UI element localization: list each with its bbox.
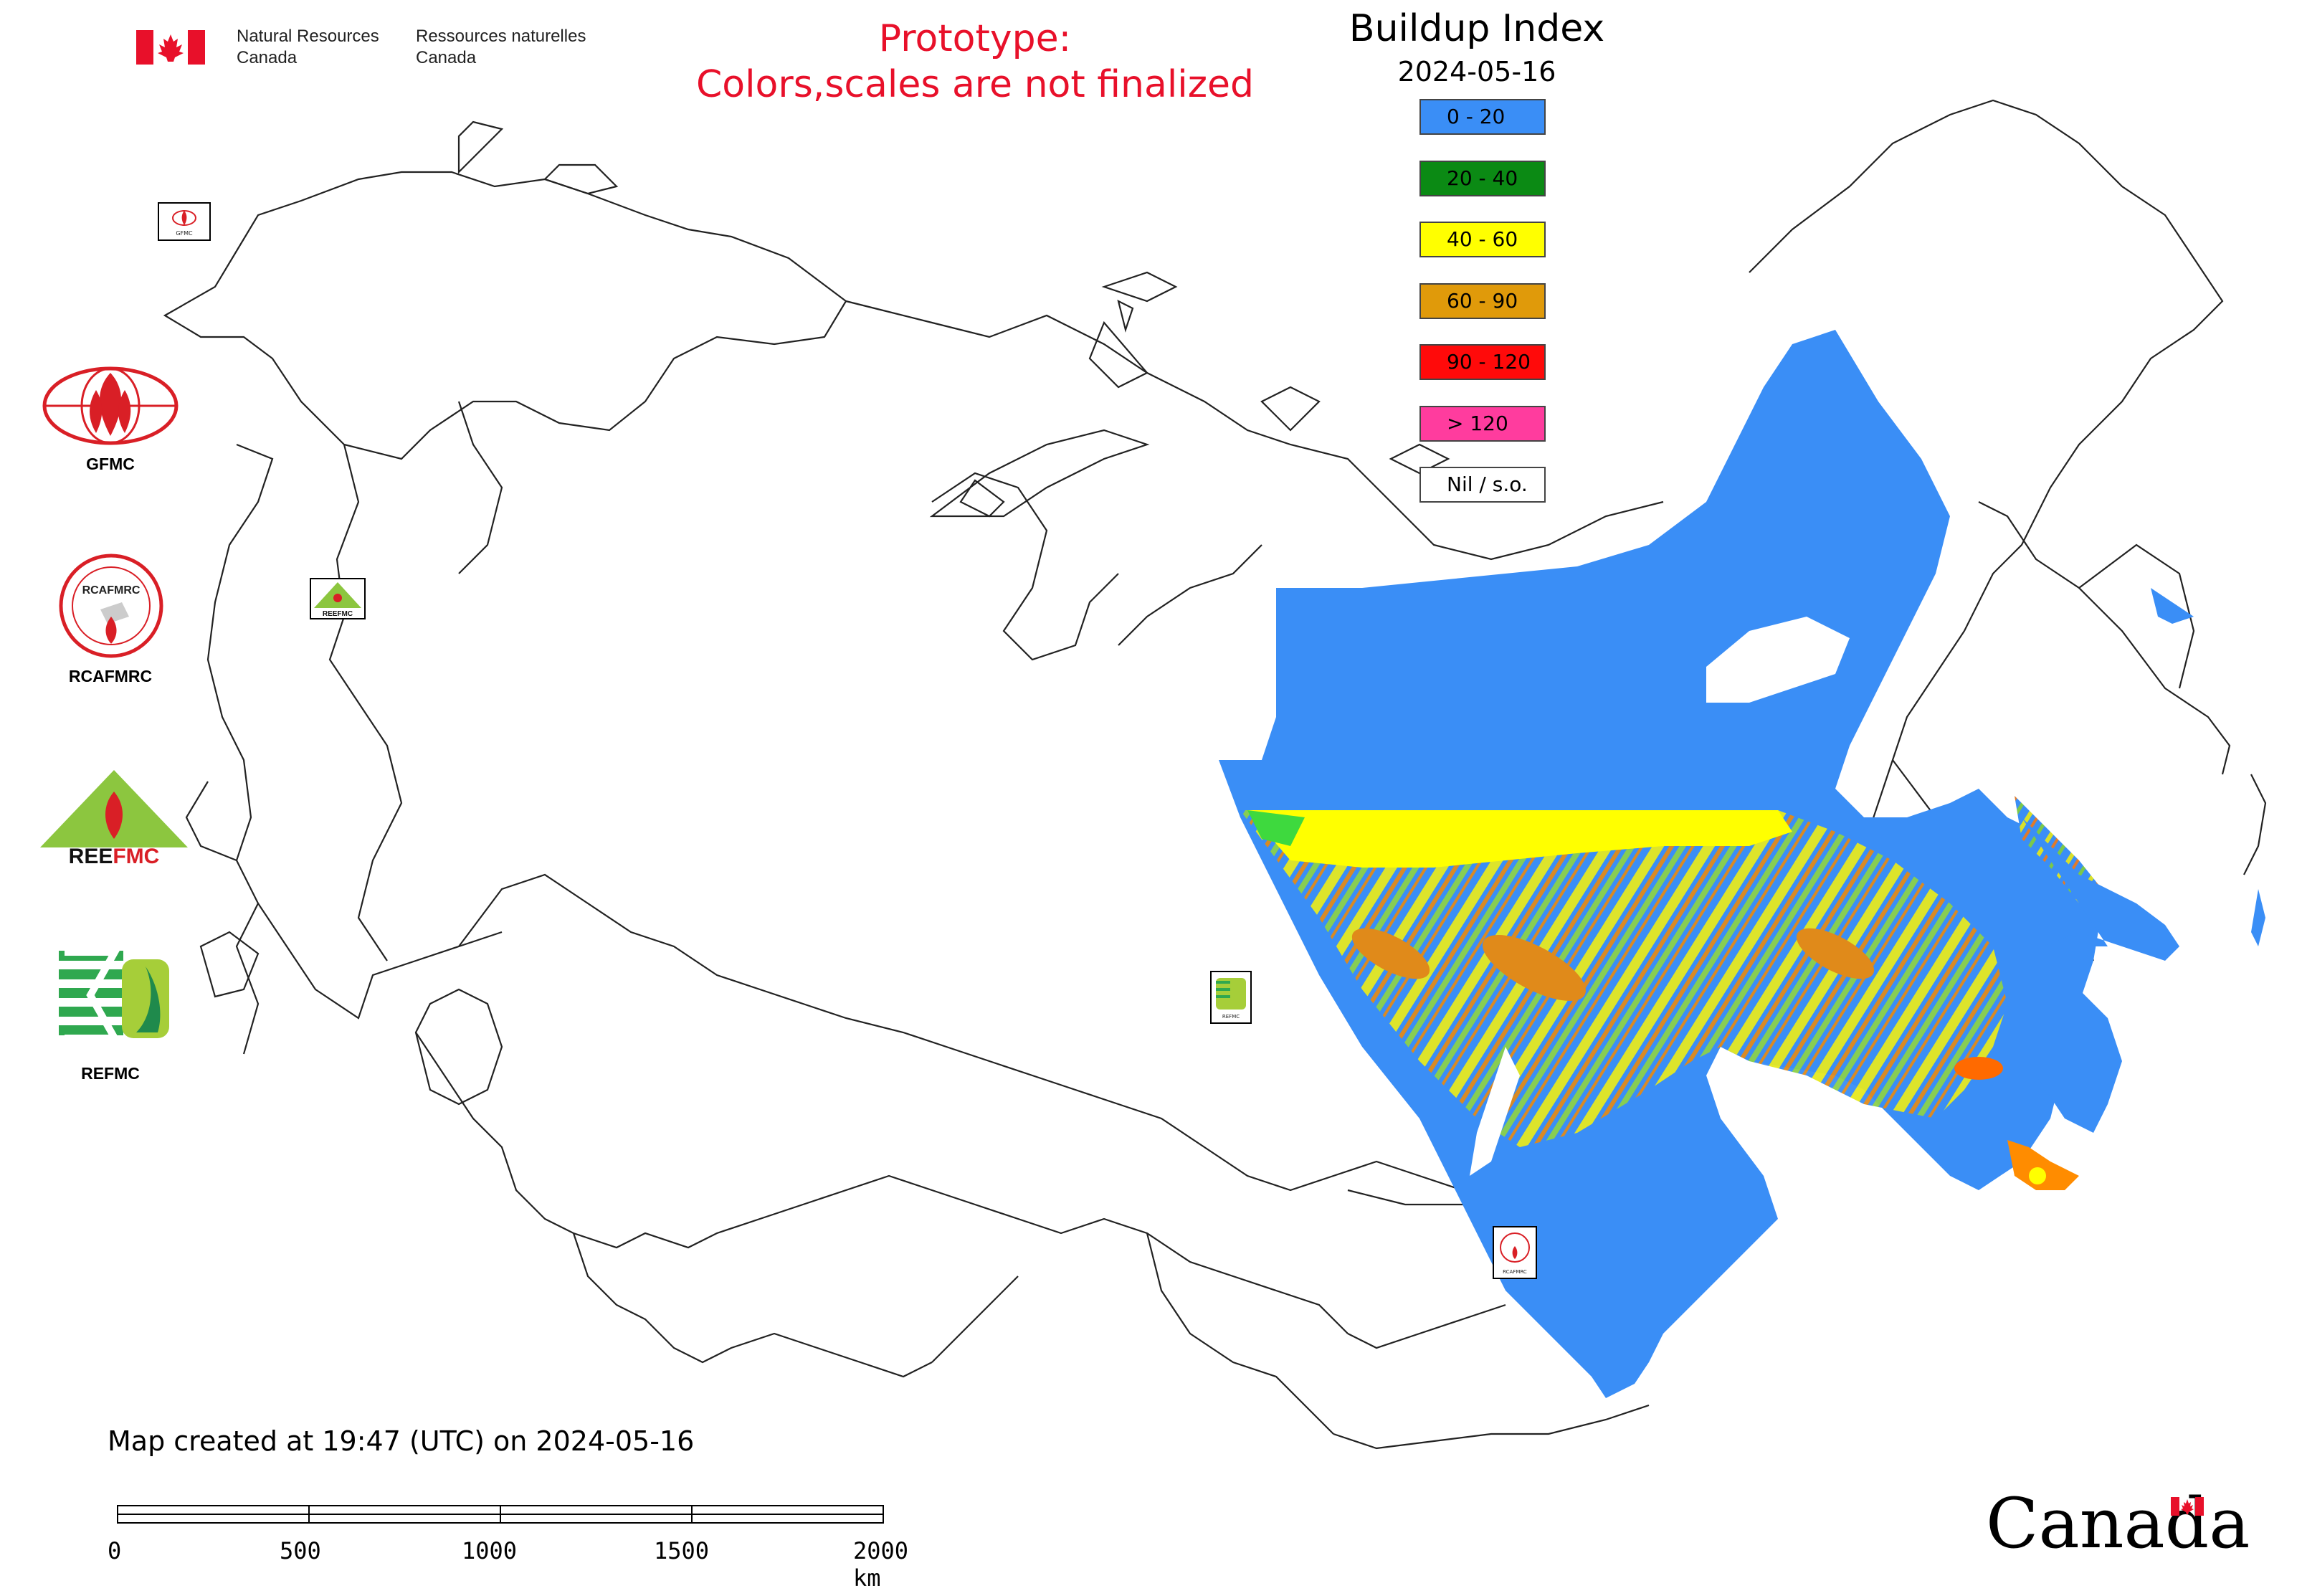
prototype-line2: Colors,scales are not finalized: [695, 63, 1255, 106]
svg-text:REFMC: REFMC: [1222, 1014, 1240, 1020]
refmc-label: REFMC: [81, 1064, 140, 1083]
legend-item: 60 - 90: [1419, 282, 1546, 319]
legend-date: 2024-05-16: [1397, 56, 1556, 87]
legend-item: 20 - 40: [1419, 160, 1546, 196]
map-created-note: Map created at 19:47 (UTC) on 2024-05-16: [108, 1425, 695, 1457]
nrcan-name-en: Natural Resources Canada: [237, 26, 379, 69]
canada-wordmark: Canada: [1986, 1484, 2250, 1563]
nrcan-signature: Natural Resources Canada Ressources natu…: [136, 26, 609, 76]
legend-item: 40 - 60: [1419, 222, 1546, 257]
rcafmrc-marker-icon: RCAFMRC: [1493, 1226, 1537, 1279]
wordmark-flag-icon: [2171, 1497, 2204, 1516]
reefmc-marker-icon: REEFMC: [310, 578, 366, 619]
canada-flag-icon: [136, 30, 205, 65]
canada-wordmark-text: Canada: [1986, 1483, 2250, 1564]
refmc-marker-icon: REFMC: [1210, 971, 1252, 1024]
nrcan-name-fr: Ressources naturelles Canada: [416, 26, 586, 69]
scale-label-1500: 1500: [654, 1537, 710, 1564]
legend-item: Nil / s.o.: [1419, 467, 1546, 503]
nrcan-fr-line1: Ressources naturelles: [416, 27, 586, 46]
scale-label-2000: 2000 km: [853, 1537, 909, 1592]
rcafmrc-label: RCAFMRC: [68, 667, 153, 685]
gfmc-marker-icon: GFMC: [158, 202, 211, 241]
legend-item: 0 - 20: [1419, 99, 1546, 135]
refmc-logo-icon: [59, 946, 171, 1051]
prototype-line1: Prototype:: [878, 17, 1072, 60]
gfmc-logo-icon: [42, 366, 179, 445]
scale-label-0: 0: [108, 1537, 122, 1564]
scale-label-500: 500: [280, 1537, 321, 1564]
reefmc-logo-icon: REEFMC: [40, 770, 188, 868]
svg-text:RCAFMRC: RCAFMRC: [1503, 1269, 1527, 1275]
gfmc-label: GFMC: [86, 455, 135, 473]
prototype-warning: Prototype: Colors,scales are not finaliz…: [602, 16, 1348, 108]
svg-text:GFMC: GFMC: [176, 230, 193, 237]
nrcan-fr-line2: Canada: [416, 48, 477, 67]
legend-item: 90 - 120: [1419, 344, 1546, 380]
nrcan-en-line2: Canada: [237, 48, 298, 67]
scale-bar: 0 500 1000 1500 2000 km: [108, 1503, 908, 1592]
svg-text:REEFMC: REEFMC: [69, 845, 160, 868]
svg-text:RCAFMRC: RCAFMRC: [82, 584, 141, 597]
nrcan-en-line1: Natural Resources: [237, 27, 379, 46]
legend-item: > 120: [1419, 405, 1546, 442]
svg-text:REEFMC: REEFMC: [323, 610, 353, 618]
country-boundaries: [163, 99, 2267, 1450]
rcafmrc-logo-icon: RCAFMRC: [59, 554, 163, 658]
scale-label-1000: 1000: [462, 1537, 518, 1564]
scale-bar-graphic: [117, 1505, 884, 1524]
legend-title: Buildup Index: [1349, 7, 1605, 50]
buildup-index-raster: [1219, 330, 2265, 1398]
